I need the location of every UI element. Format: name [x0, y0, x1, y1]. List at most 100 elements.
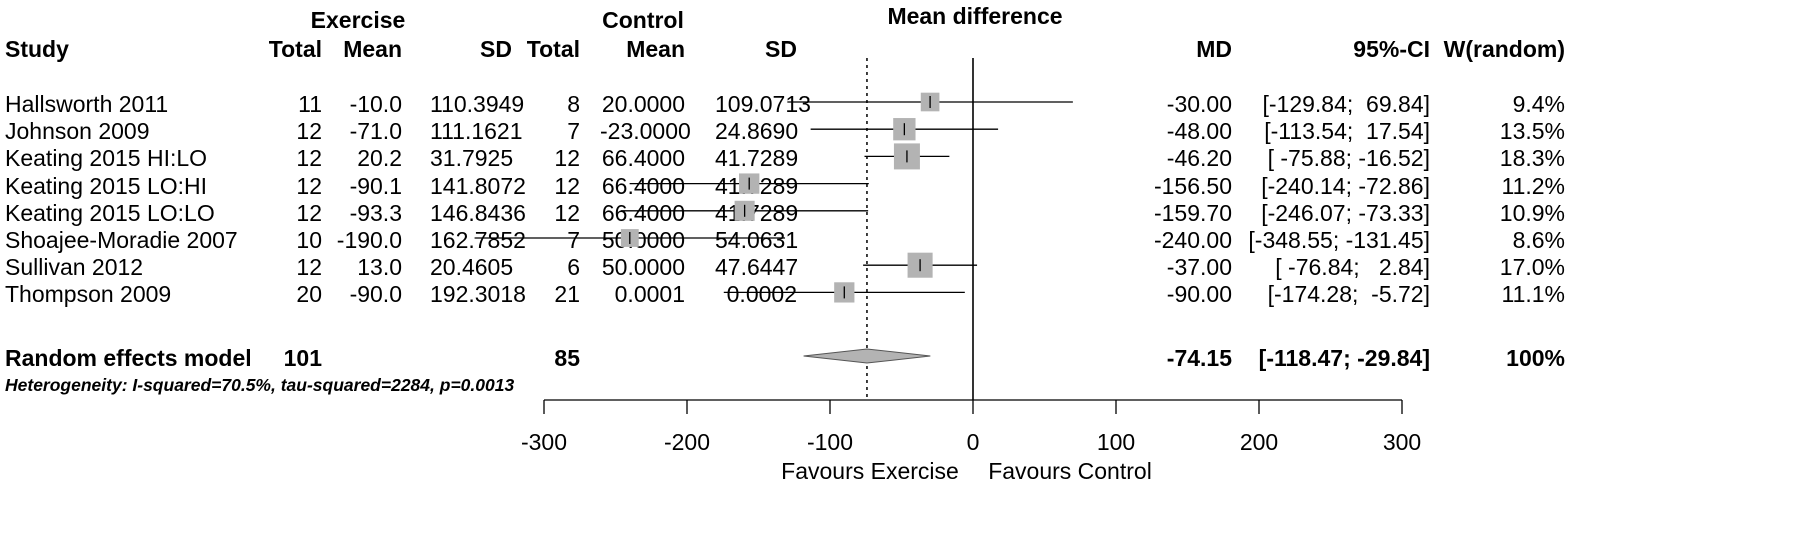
study-cell-md-text: -159.70 — [1153, 199, 1232, 226]
study-cell-study: Johnson 2009 — [5, 118, 150, 145]
study-cell-sd2: 54.0631 — [715, 227, 799, 253]
x-tick-label: -200 — [664, 429, 710, 455]
study-cell-study: Thompson 2009 — [5, 281, 172, 308]
study-cell-n2: 7 — [567, 227, 580, 253]
ci-column-header: 95%-CI — [1353, 36, 1430, 62]
summary-weight: 100% — [1506, 345, 1565, 371]
study-cell-ci-text: [ -76.84; 2.84] — [1275, 254, 1430, 281]
study-cell-study: Sullivan 2012 — [5, 254, 144, 281]
study-cell-ci-text: [-113.54; 17.54] — [1264, 118, 1430, 145]
study-cell-mean2: 50.0000 — [601, 254, 685, 281]
study-cell-sd1: 146.8436 — [430, 199, 526, 226]
x-tick-label: 0 — [967, 429, 980, 455]
study-cell-n2: 12 — [554, 199, 580, 226]
study-cell-ci-text: [-240.14; -72.86] — [1261, 172, 1430, 199]
study-cell-mean1: -93.3 — [349, 199, 402, 226]
control-group-header: Control — [602, 7, 684, 33]
control-total-header: Total — [526, 36, 580, 62]
heterogeneity-note: Heterogeneity: I-squared=70.5%, tau-squa… — [5, 375, 515, 395]
x-tick-label: 200 — [1240, 429, 1278, 455]
x-tick-label: 100 — [1097, 429, 1135, 455]
study-cell-study: Keating 2015 LO:LO — [5, 199, 215, 226]
study-cell-sd1: 31.7925 — [430, 145, 514, 172]
weight-column-header: W(random) — [1443, 36, 1565, 62]
study-cell-md-text: -240.00 — [1153, 227, 1232, 253]
study-cell-mean1: -10.0 — [349, 91, 402, 117]
study-cell-n2: 21 — [554, 281, 580, 308]
study-cell-w-text: 11.2% — [1501, 172, 1565, 199]
study-cell-w-text: 13.5% — [1499, 118, 1565, 145]
favours-control-label: Favours Control — [988, 458, 1152, 484]
study-cell-md-text: -90.00 — [1166, 281, 1232, 308]
study-cell-w-text: 18.3% — [1499, 145, 1565, 172]
study-cell-sd2: 109.0713 — [715, 91, 811, 117]
study-cell-study: Hallsworth 2011 — [5, 91, 169, 117]
study-cell-sd1: 111.1621 — [430, 118, 523, 145]
study-cell-n1: 20 — [296, 281, 322, 308]
study-cell-mean1: 20.2 — [357, 145, 402, 172]
study-cell-sd1: 110.3949 — [430, 91, 525, 117]
study-cell-mean2: 0.0001 — [614, 281, 685, 308]
study-cell-sd2: 0.0002 — [726, 281, 797, 308]
study-cell-ci-text: [-246.07; -73.33] — [1261, 199, 1430, 226]
study-cell-mean2: -23.0000 — [600, 118, 691, 145]
study-cell-mean1: -90.1 — [349, 172, 402, 199]
md-column-header: MD — [1196, 36, 1232, 62]
study-cell-n1: 10 — [296, 227, 322, 253]
study-cell-n2: 6 — [567, 254, 580, 281]
study-cell-study: Keating 2015 HI:LO — [5, 145, 208, 172]
x-tick-label: 300 — [1383, 429, 1421, 455]
control-sd-header: SD — [765, 36, 797, 62]
study-cell-mean2: 50.0000 — [601, 227, 685, 253]
study-cell-sd1: 192.3018 — [430, 281, 526, 308]
study-cell-md-text: -30.00 — [1166, 91, 1232, 117]
study-cell-md-text: -37.00 — [1166, 254, 1232, 281]
study-cell-n2: 7 — [567, 118, 580, 145]
study-cell-n2: 12 — [554, 172, 580, 199]
study-cell-n1: 12 — [296, 199, 322, 226]
study-cell-sd1: 20.4605 — [430, 254, 514, 281]
study-cell-ci-text: [ -75.88; -16.52] — [1267, 145, 1430, 172]
study-cell-w-text: 9.4% — [1512, 91, 1565, 117]
summary-md: -74.15 — [1166, 345, 1232, 371]
study-cell-n1: 11 — [298, 91, 322, 117]
study-cell-ci-text: [-348.55; -131.45] — [1248, 227, 1430, 253]
study-cell-mean2: 20.0000 — [601, 91, 685, 117]
study-cell-w-text: 10.9% — [1499, 199, 1565, 226]
plot-title: Mean difference — [887, 3, 1063, 29]
summary-label: Random effects model — [5, 345, 252, 371]
study-cell-mean2: 66.4000 — [601, 199, 685, 226]
study-cell-sd2: 47.6447 — [715, 254, 799, 281]
study-cell-mean2: 66.4000 — [601, 172, 685, 199]
study-cell-md-text: -156.50 — [1153, 172, 1232, 199]
exercise-total-header: Total — [268, 36, 322, 62]
study-cell-n2: 8 — [567, 91, 580, 117]
study-cell-n1: 12 — [296, 172, 322, 199]
study-cell-mean2: 66.4000 — [601, 145, 685, 172]
study-cell-mean1: -90.0 — [349, 281, 402, 308]
favours-exercise-label: Favours Exercise — [781, 458, 959, 484]
x-tick-label: -100 — [807, 429, 853, 455]
study-cell-sd2: 41.7289 — [715, 199, 799, 226]
study-cell-mean1: -190.0 — [336, 227, 402, 253]
study-cell-mean1: -71.0 — [349, 118, 402, 145]
study-cell-ci-text: [-174.28; -5.72] — [1267, 281, 1430, 308]
study-cell-n1: 12 — [296, 118, 322, 145]
x-tick-label: -300 — [521, 429, 567, 455]
summary-exercise-total: 101 — [283, 345, 322, 371]
study-cell-sd2: 24.8690 — [715, 118, 799, 145]
summary-control-total: 85 — [554, 345, 580, 371]
exercise-mean-header: Mean — [343, 36, 402, 62]
study-cell-w-text: 17.0% — [1499, 254, 1565, 281]
study-cell-w-text: 11.1% — [1501, 281, 1565, 308]
study-cell-sd1: 141.8072 — [430, 172, 526, 199]
study-cell-sd2: 41.7289 — [715, 145, 799, 172]
study-cell-study: Shoajee-Moradie 2007 — [5, 227, 238, 253]
exercise-sd-header: SD — [480, 36, 512, 62]
study-cell-n1: 12 — [296, 254, 322, 281]
study-cell-md-text: -48.00 — [1166, 118, 1232, 145]
pooled-diamond — [803, 348, 931, 364]
study-cell-study: Keating 2015 LO:HI — [5, 172, 208, 199]
